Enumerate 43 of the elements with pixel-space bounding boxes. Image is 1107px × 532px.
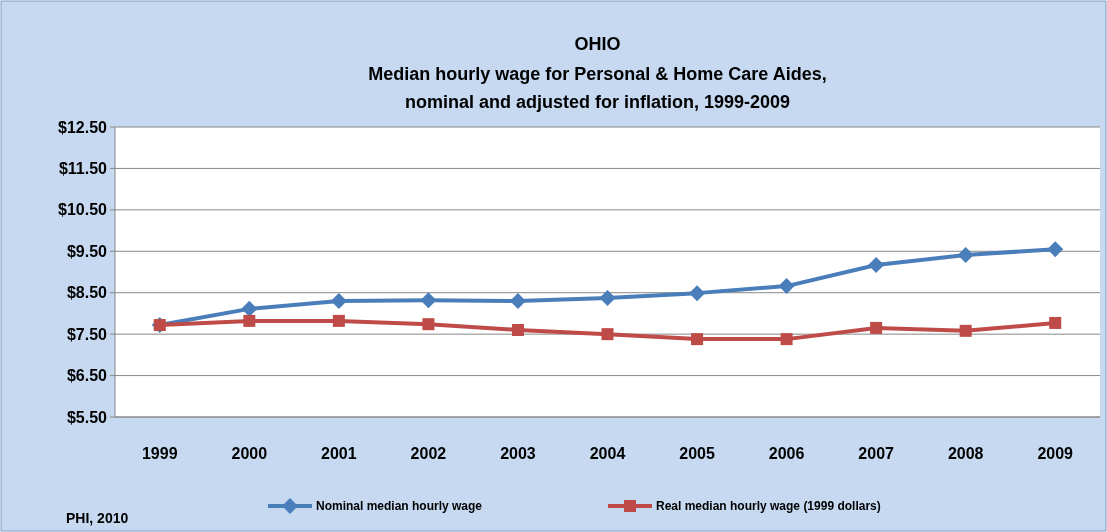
legend-label: Real median hourly wage (1999 dollars) xyxy=(656,499,881,514)
point xyxy=(599,290,616,307)
y-tick-label: $10.50 xyxy=(58,201,108,219)
text: PHI, 2010 xyxy=(66,510,129,526)
point xyxy=(691,333,704,346)
chart-subtitle: Median hourly wage for Personal & Home Care Aides, nominal and adjusted for inflation, 1999-2009 xyxy=(368,64,827,112)
x-tick-label: 1999 xyxy=(141,445,178,462)
x-tick-label: 2001 xyxy=(321,445,357,462)
x-tick-label: 2004 xyxy=(589,445,626,462)
point xyxy=(780,333,793,346)
x-tick-label: 2008 xyxy=(947,445,984,462)
x-tick-label: 2007 xyxy=(858,445,895,462)
x-tick-label: 2005 xyxy=(679,445,715,462)
point xyxy=(689,285,706,302)
y-tick-label: $7.50 xyxy=(66,325,108,343)
y-tick-label: $6.50 xyxy=(66,367,108,385)
point xyxy=(330,293,347,309)
point xyxy=(1049,316,1062,329)
x-tick-label: 2003 xyxy=(500,445,536,462)
point xyxy=(243,314,256,327)
x-tick-label: 2000 xyxy=(231,445,268,462)
x-tick-label: 2002 xyxy=(410,445,447,462)
point xyxy=(422,318,435,331)
point xyxy=(420,292,437,309)
point xyxy=(511,324,524,336)
point xyxy=(241,300,258,317)
point xyxy=(868,256,885,273)
legend-label: Nominal median hourly wage xyxy=(316,499,483,514)
point xyxy=(778,278,795,295)
y-tick-label: $12.50 xyxy=(58,118,108,136)
y-tick-label: $5.50 xyxy=(66,408,108,426)
y-tick-label: $9.50 xyxy=(66,242,108,260)
point xyxy=(870,321,883,334)
chart-title: OHIO xyxy=(574,34,621,54)
point xyxy=(957,247,974,264)
x-tick-label: 2006 xyxy=(768,445,805,462)
y-tick-label: $11.50 xyxy=(58,160,108,178)
point xyxy=(959,324,972,337)
x-tick-label: 2009 xyxy=(1037,445,1074,462)
point xyxy=(1047,241,1064,258)
point xyxy=(601,328,614,341)
y-tick-label: $8.50 xyxy=(66,284,108,302)
point xyxy=(332,314,345,327)
